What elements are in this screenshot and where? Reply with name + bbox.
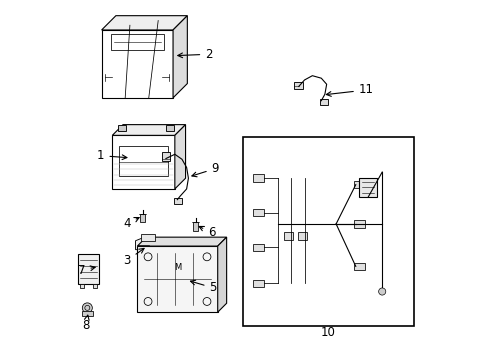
Text: 6: 6 (199, 226, 215, 239)
Bar (319, 99, 327, 105)
Bar (283, 232, 292, 240)
Bar (118, 125, 125, 131)
Bar (353, 181, 364, 188)
Bar (80, 284, 84, 288)
Text: 10: 10 (320, 326, 335, 339)
Circle shape (378, 288, 385, 295)
Bar (253, 280, 264, 287)
Text: 4: 4 (123, 217, 139, 230)
Bar (110, 33, 164, 50)
Text: 7: 7 (78, 264, 95, 276)
Text: 9: 9 (191, 162, 219, 177)
Bar (93, 284, 97, 288)
Polygon shape (102, 16, 187, 30)
Bar (353, 220, 364, 228)
Bar (242, 137, 413, 327)
Bar (141, 234, 155, 241)
Bar (78, 254, 99, 284)
Polygon shape (217, 237, 226, 312)
Polygon shape (102, 30, 173, 98)
Bar (112, 135, 175, 189)
Bar (119, 146, 167, 176)
Bar (253, 243, 264, 251)
Polygon shape (112, 125, 185, 135)
Text: 3: 3 (123, 248, 144, 267)
Text: 2: 2 (178, 48, 212, 61)
Bar (253, 209, 264, 216)
Bar (353, 263, 364, 270)
Polygon shape (135, 237, 151, 249)
Bar (298, 232, 306, 240)
Text: 1: 1 (97, 149, 126, 162)
Bar (137, 246, 217, 312)
Bar (162, 152, 170, 161)
Circle shape (82, 303, 92, 313)
Bar (193, 222, 198, 231)
Polygon shape (173, 16, 187, 98)
Bar (82, 311, 93, 316)
Text: 8: 8 (81, 315, 89, 332)
Bar (358, 177, 376, 197)
Bar (140, 213, 145, 222)
Bar (293, 82, 303, 89)
Polygon shape (137, 237, 226, 246)
Bar (253, 174, 264, 181)
Polygon shape (175, 125, 185, 189)
Text: 5: 5 (190, 280, 216, 294)
Text: M: M (174, 263, 181, 272)
Bar (173, 198, 182, 204)
Text: 11: 11 (325, 84, 373, 96)
Bar (165, 125, 173, 131)
